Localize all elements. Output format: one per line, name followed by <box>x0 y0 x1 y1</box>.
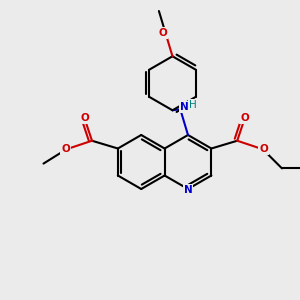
Text: O: O <box>61 144 70 154</box>
Text: N: N <box>180 102 189 112</box>
Text: O: O <box>80 113 89 123</box>
Text: H: H <box>189 100 197 110</box>
Text: O: O <box>158 28 167 38</box>
Text: N: N <box>184 185 192 195</box>
Text: O: O <box>240 113 249 123</box>
Text: O: O <box>260 144 268 154</box>
